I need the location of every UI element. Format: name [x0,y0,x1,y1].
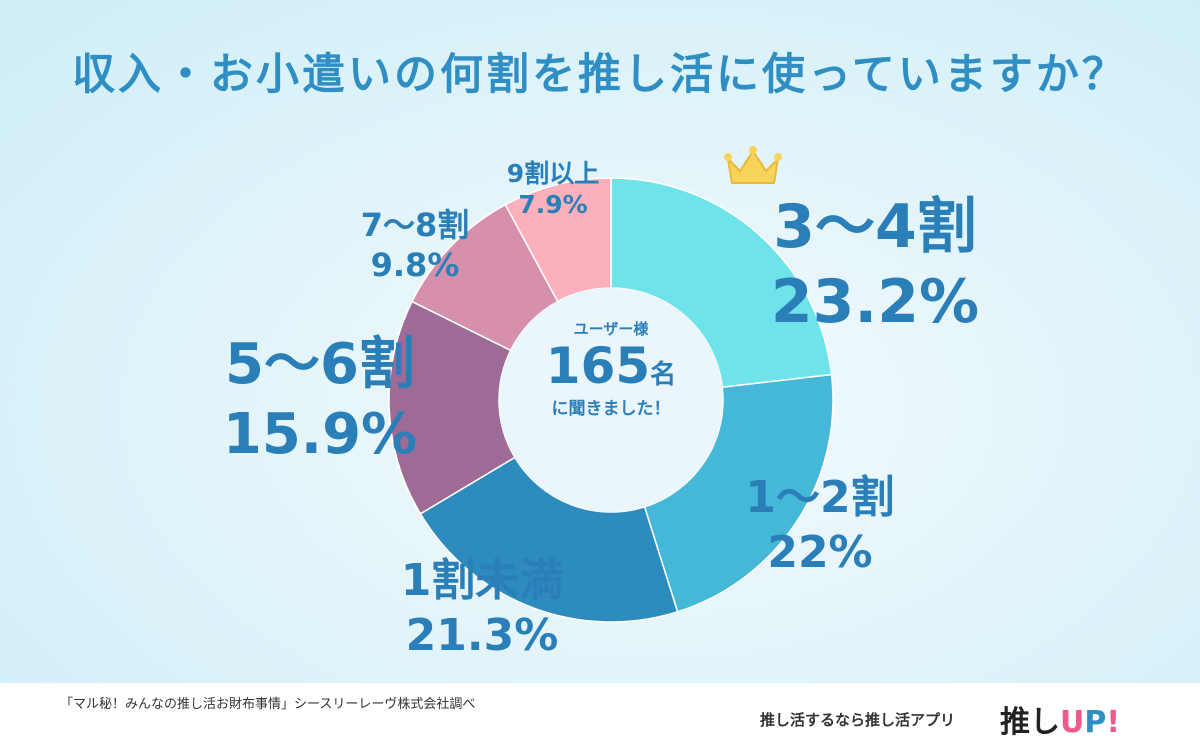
slice-category: 3〜4割 [773,192,977,262]
slice-label-9-plus: 9割以上 7.9% [488,158,618,221]
slice-category: 7〜8割 [360,206,470,244]
slice-category: 9割以上 [506,159,600,188]
respondent-label: ユーザー様 [573,320,649,338]
slice-category: 1割未満 [400,555,564,606]
logo-u: U [1060,705,1085,740]
donut-center-text: ユーザー様 165名 に聞きました！ [497,318,725,419]
slice-percent: 15.9% [222,402,418,467]
donut-hole [499,288,723,512]
slice-label-1-2: 1〜2割 22% [745,470,895,580]
logo-p: P [1084,705,1107,740]
respondent-count-unit: 名 [650,360,677,390]
slice-percent: 21.3% [405,610,559,661]
slice-percent: 23.2% [770,267,980,337]
footer: 「マル秘！みんなの推し活お財布事情」シースリーレーヴ株式会社調べ 推し活するなら… [0,683,1200,742]
respondent-count-number: 165 [545,337,651,395]
slice-percent: 9.8% [370,246,460,284]
promo-text: 推し活するなら推し活アプリ [760,711,956,729]
slice-category: 1〜2割 [745,472,895,523]
logo-text: 推し [1000,705,1060,740]
slice-percent: 22% [767,527,873,578]
slice-label-7-8: 7〜8割 9.8% [340,205,490,285]
slice-category: 5〜6割 [225,332,415,397]
app-logo[interactable]: 推しUP! [1000,697,1120,741]
slice-label-5-6: 5〜6割 15.9% [210,330,430,470]
slice-percent: 7.9% [518,190,588,220]
respondent-count: 165名 [497,339,725,394]
slice-label-3-4: 3〜4割 23.2% [760,190,990,340]
logo-bang: ! [1106,705,1121,740]
crown-icon [724,146,782,184]
source-note: 「マル秘！みんなの推し活お財布事情」シースリーレーヴ株式会社調べ [60,697,476,712]
chart-title: 収入・お小遣いの何割を推し活に使っていますか？ [72,50,1128,100]
slice-label-under-1: 1割未満 21.3% [392,553,572,663]
respondent-caption: に聞きました！ [551,399,671,419]
